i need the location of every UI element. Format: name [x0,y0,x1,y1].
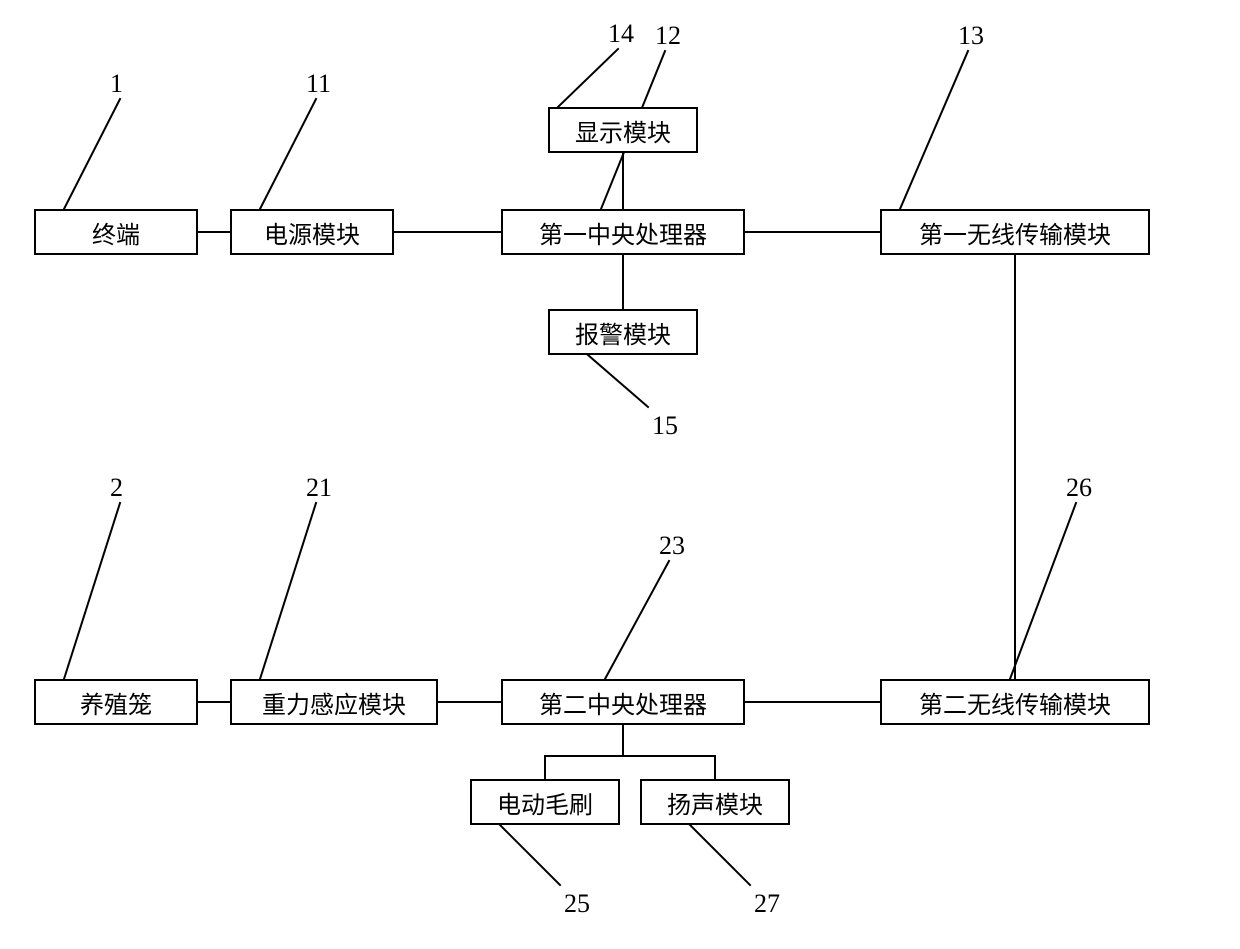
callout-c27: 27 [754,889,780,919]
node-label-alarm: 报警模块 [575,315,671,350]
node-wireless2: 第二无线传输模块 [880,679,1150,725]
node-label-cage: 养殖笼 [80,685,152,720]
callout-c26: 26 [1066,473,1092,503]
node-brush: 电动毛刷 [470,779,620,825]
node-alarm: 报警模块 [548,309,698,355]
node-power: 电源模块 [230,209,394,255]
callout-c14: 14 [608,19,634,49]
node-label-brush: 电动毛刷 [497,785,593,820]
callout-label-c21: 21 [306,473,332,502]
callout-label-c25: 25 [564,889,590,918]
node-cpu1: 第一中央处理器 [501,209,745,255]
diagram-stage: 终端 电源模块 第一中央处理器显示模块报警模块 第一无线传输模块养殖笼 重力感应模块 第二… [0,0,1240,949]
callout-label-c1: 1 [110,69,123,98]
node-label-wireless1: 第一无线传输模块 [919,215,1111,250]
callout-label-c14: 14 [608,19,634,48]
node-gravity: 重力感应模块 [230,679,438,725]
callout-c11: 11 [306,69,331,99]
node-label-power: 电源模块 [264,215,360,250]
callout-label-c23: 23 [659,531,685,560]
callout-c12: 12 [655,21,681,51]
node-terminal: 终端 [34,209,198,255]
node-wireless1: 第一无线传输模块 [880,209,1150,255]
node-display: 显示模块 [548,107,698,153]
node-label-terminal: 终端 [92,215,140,250]
node-cage: 养殖笼 [34,679,198,725]
callout-c15: 15 [652,411,678,441]
callout-label-c27: 27 [754,889,780,918]
callout-c2: 2 [110,473,123,503]
node-label-cpu2: 第二中央处理器 [539,685,707,720]
callout-label-c26: 26 [1066,473,1092,502]
callout-label-c2: 2 [110,473,123,502]
callout-c1: 1 [110,69,123,99]
callout-c23: 23 [659,531,685,561]
callout-c21: 21 [306,473,332,503]
callout-label-c11: 11 [306,69,331,98]
callout-label-c13: 13 [958,21,984,50]
callout-c25: 25 [564,889,590,919]
callout-c13: 13 [958,21,984,51]
node-label-speaker: 扬声模块 [667,785,763,820]
callout-label-c15: 15 [652,411,678,440]
node-label-wireless2: 第二无线传输模块 [919,685,1111,720]
node-label-cpu1: 第一中央处理器 [539,215,707,250]
node-label-display: 显示模块 [575,113,671,148]
node-speaker: 扬声模块 [640,779,790,825]
node-cpu2: 第二中央处理器 [501,679,745,725]
callout-label-c12: 12 [655,21,681,50]
node-label-gravity: 重力感应模块 [262,685,406,720]
